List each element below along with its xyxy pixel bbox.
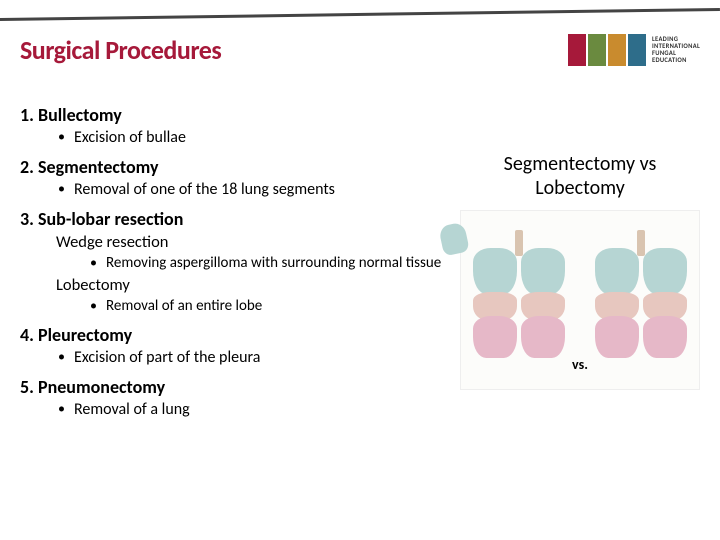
proc-4-heading: 4. Pleurectomy: [20, 324, 450, 346]
page-title: Surgical Procedures: [20, 34, 221, 66]
trachea-icon: [637, 230, 645, 256]
segmentectomy-lungs: [469, 230, 569, 370]
proc-3-sub-2: Lobectomy: [56, 275, 450, 295]
logo-square-e: [628, 34, 646, 66]
left-lung-icon: [473, 248, 517, 358]
procedures-list: 1. Bullectomy Excision of bullae 2. Segm…: [20, 96, 450, 420]
lobe-upper: [595, 248, 639, 294]
life-logo: LEADING INTERNATIONAL FUNGAL EDUCATION: [568, 34, 700, 66]
proc-3-sub-1: Wedge resection: [56, 232, 450, 252]
proc-2-bullet-1: Removal of one of the 18 lung segments: [74, 180, 450, 200]
lung-figure: vs.: [460, 210, 700, 390]
logo-line-4: EDUCATION: [652, 57, 700, 64]
lobe-lower: [595, 316, 639, 358]
lobe-lower: [473, 316, 517, 358]
lobe-lower: [521, 316, 565, 358]
lobectomy-lungs: [591, 230, 691, 370]
figure-heading: Segmentectomy vs Lobectomy: [460, 152, 700, 200]
proc-3-heading: 3. Sub-lobar resection: [20, 208, 450, 230]
lobe-lower: [643, 316, 687, 358]
trachea-icon: [515, 230, 523, 256]
proc-5-bullet-1: Removal of a lung: [74, 400, 450, 420]
proc-2-heading: 2. Segmentectomy: [20, 156, 450, 178]
figure-column: Segmentectomy vs Lobectomy vs.: [460, 96, 700, 420]
figure-heading-line2: Lobectomy: [535, 176, 625, 200]
proc-3-sub-2-bullet-1: Removal of an entire lobe: [106, 297, 450, 316]
proc-4-bullet-1: Excision of part of the pleura: [74, 348, 450, 368]
right-lung-icon: [643, 248, 687, 358]
logo-square-f: [608, 34, 626, 66]
proc-3-sub-1-bullet-1: Removing aspergilloma with surrounding n…: [106, 254, 450, 273]
proc-1-bullet-1: Excision of bullae: [74, 128, 450, 148]
proc-1-heading: 1. Bullectomy: [20, 104, 450, 126]
right-lung-icon: [521, 248, 565, 358]
figure-heading-line1: Segmentectomy vs: [504, 152, 657, 176]
logo-square-i: [588, 34, 606, 66]
vs-label: vs.: [572, 356, 588, 373]
logo-square-l: [568, 34, 586, 66]
left-lung-icon: [595, 248, 639, 358]
logo-text: LEADING INTERNATIONAL FUNGAL EDUCATION: [652, 36, 700, 65]
lobe-upper: [473, 248, 517, 294]
proc-5-heading: 5. Pneumonectomy: [20, 376, 450, 398]
header: Surgical Procedures LEADING INTERNATIONA…: [20, 34, 700, 66]
content-area: 1. Bullectomy Excision of bullae 2. Segm…: [0, 96, 720, 420]
lobe-upper: [521, 248, 565, 294]
header-divider: [0, 8, 720, 21]
lobe-upper: [643, 248, 687, 294]
logo-squares: [568, 34, 646, 66]
